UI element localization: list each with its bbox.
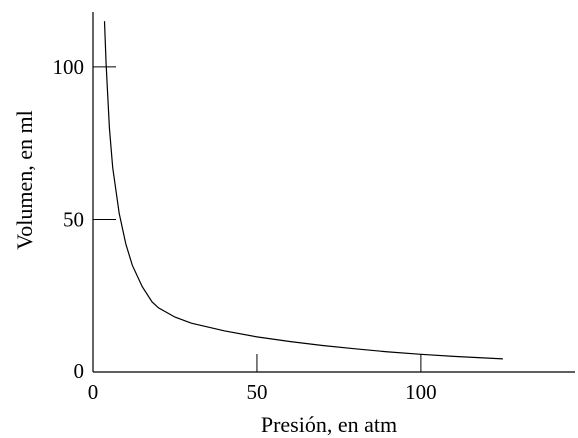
y-tick-label: 0 — [74, 359, 85, 383]
axis-tick-labels: 0 50 100 0 50 100 — [53, 55, 437, 404]
axis-ticks — [93, 66, 422, 372]
y-axis-label: Volumen, en ml — [12, 110, 37, 250]
x-tick-label: 0 — [88, 380, 99, 404]
x-tick-label: 50 — [246, 380, 267, 404]
plot-area: 0 50 100 0 50 100 — [53, 12, 575, 404]
x-tick-label: 100 — [405, 380, 437, 404]
series-line — [103, 21, 503, 360]
y-tick-label: 50 — [63, 207, 84, 231]
x-axis-label: Presión, en atm — [261, 412, 397, 437]
y-tick-label: 100 — [53, 55, 85, 79]
